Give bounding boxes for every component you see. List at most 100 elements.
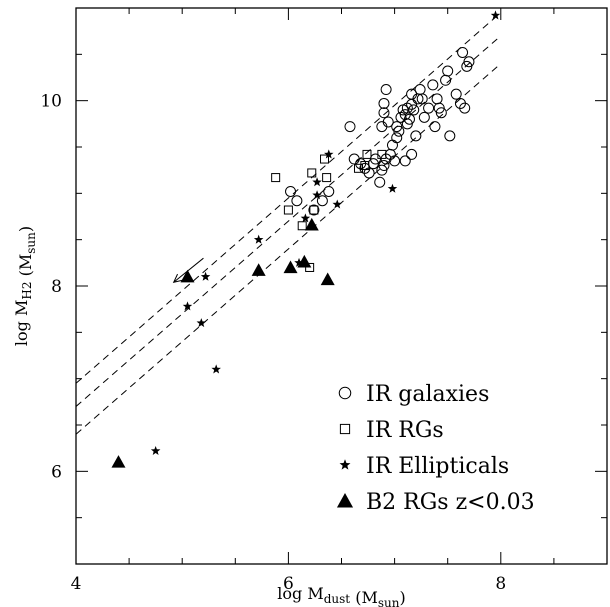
- data-point: [324, 149, 334, 159]
- data-point: [382, 116, 394, 128]
- data-point: [389, 155, 401, 167]
- data-point: [459, 102, 471, 114]
- data-point: [332, 199, 343, 209]
- y-axis-label: log MH2 (Msun): [12, 226, 38, 346]
- data-point: [251, 263, 266, 276]
- data-point: [320, 154, 330, 164]
- data-point: [378, 97, 390, 109]
- data-point: [435, 107, 447, 119]
- data-point: [196, 318, 207, 328]
- data-point: [362, 149, 372, 159]
- data-point: [378, 160, 390, 172]
- axis-labels: log Mdust (Msun) log MH2 (Msun): [12, 226, 406, 607]
- legend-marker: [336, 492, 354, 508]
- data-point: [316, 195, 328, 207]
- data-point: [457, 46, 469, 58]
- data-point: [322, 173, 332, 183]
- data-point: [180, 269, 195, 283]
- plot-frame-group: [75, 7, 608, 565]
- data-point: [323, 185, 335, 197]
- data-point: [253, 234, 264, 244]
- y-tick-label: 8: [51, 277, 62, 297]
- data-point: [283, 260, 298, 274]
- data-point: [403, 113, 415, 125]
- legend-label: IR RGs: [366, 418, 444, 443]
- data-point: [377, 149, 387, 159]
- data-point: [307, 168, 317, 178]
- data-point: [391, 132, 403, 144]
- ticks-group: 4 6 8 6 8 10: [40, 7, 608, 594]
- series-0: [285, 46, 475, 216]
- data-point: [312, 177, 322, 187]
- data-point: [300, 213, 311, 223]
- data-point: [304, 217, 319, 231]
- data-point: [414, 84, 426, 96]
- data-point: [285, 185, 297, 197]
- data-point: [423, 102, 435, 114]
- legend-marker: [338, 386, 352, 400]
- data-point: [291, 195, 303, 207]
- data-point: [490, 10, 501, 20]
- data-point: [360, 161, 370, 171]
- legend-marker: [339, 459, 351, 470]
- series-3: [111, 217, 335, 468]
- data-point: [308, 204, 320, 216]
- upper-limit-arrow-group: [172, 257, 204, 284]
- x-axis-label: log Mdust (Msun): [277, 584, 405, 607]
- legend-label: B2 RGs z<0.03: [366, 490, 535, 515]
- reference-line: [76, 63, 502, 435]
- data-point: [429, 121, 441, 133]
- legend: IR galaxies IR RGs IR Ellipticals B2 RGs z<…: [336, 382, 535, 515]
- data-point: [406, 98, 418, 110]
- series-2: [150, 10, 501, 455]
- data-point: [312, 190, 322, 200]
- data-point: [387, 183, 398, 193]
- data-point: [344, 121, 356, 133]
- data-point: [442, 65, 454, 77]
- y-tick-label: 10: [40, 92, 62, 112]
- data-point: [427, 79, 439, 91]
- data-point: [320, 272, 335, 286]
- data-point: [399, 155, 411, 167]
- upper-limit-arrow: [173, 257, 204, 283]
- data-point: [200, 271, 211, 281]
- data-point: [283, 205, 293, 215]
- data-point: [401, 102, 413, 114]
- legend-marker: [339, 423, 351, 435]
- data-point: [431, 93, 443, 105]
- data-point: [386, 139, 398, 151]
- data-point: [297, 254, 312, 268]
- plot-frame: [75, 7, 608, 565]
- data-point: [416, 93, 428, 105]
- x-tick-label: 8: [495, 574, 506, 594]
- data-point: [418, 111, 430, 123]
- data-point: [297, 221, 307, 231]
- series-1: [271, 149, 387, 272]
- x-tick-label: 4: [71, 574, 82, 594]
- data-point: [111, 455, 126, 468]
- data-point: [380, 84, 392, 96]
- data-point: [378, 107, 390, 119]
- data-point: [406, 148, 418, 160]
- data-point: [374, 176, 386, 188]
- reference-line: [76, 12, 502, 384]
- data-point: [410, 130, 422, 142]
- data-point: [450, 88, 462, 100]
- data-points: [111, 10, 501, 468]
- data-point: [150, 445, 161, 455]
- data-point: [353, 163, 363, 173]
- data-point: [211, 364, 221, 374]
- legend-label: IR galaxies: [366, 382, 489, 407]
- data-point: [369, 153, 381, 165]
- legend-label: IR Ellipticals: [366, 454, 509, 479]
- arrow-head: [172, 273, 183, 284]
- x-tick-label: 6: [283, 574, 294, 594]
- reference-lines: [76, 12, 502, 435]
- data-point: [463, 56, 475, 68]
- data-point: [444, 130, 456, 142]
- data-point: [309, 205, 319, 215]
- data-point: [271, 173, 281, 183]
- reference-line: [76, 35, 502, 407]
- y-tick-label: 6: [51, 462, 62, 482]
